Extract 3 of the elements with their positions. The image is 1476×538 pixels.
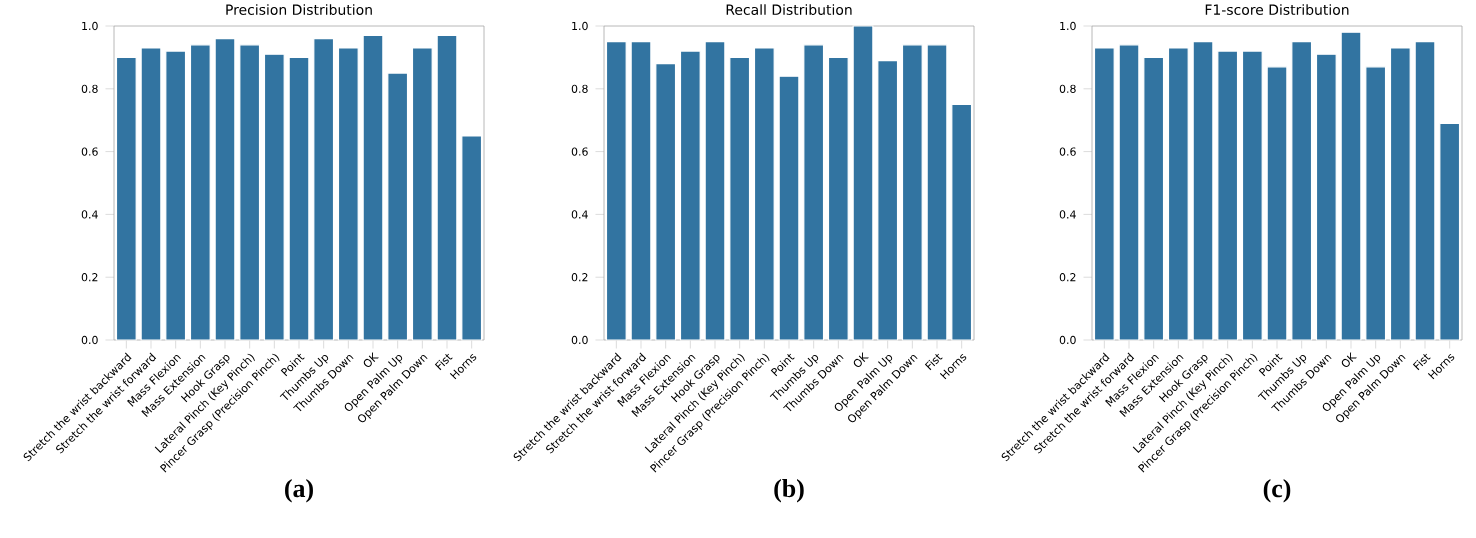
text: (c) xyxy=(1263,478,1291,503)
text: (a) xyxy=(285,478,313,503)
text: (b) xyxy=(774,478,804,503)
